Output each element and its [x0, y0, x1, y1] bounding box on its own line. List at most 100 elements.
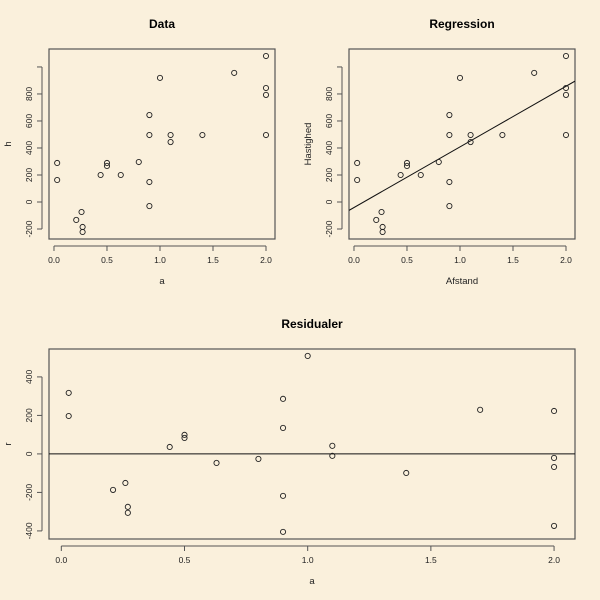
x-tick-label: 2.0 — [260, 255, 272, 265]
data-point — [467, 138, 474, 146]
data-point — [65, 412, 72, 420]
data-point — [213, 459, 220, 467]
data-point — [54, 159, 61, 167]
y-tick-label: 0 — [24, 199, 34, 204]
x-axis-label: Afstand — [446, 276, 478, 287]
data-point — [124, 509, 131, 516]
y-tick-label: -400 — [24, 522, 34, 539]
data-point — [329, 442, 336, 449]
data-point — [373, 216, 380, 224]
chart-title: Data — [149, 17, 175, 31]
y-axis-label: h — [3, 141, 14, 146]
data-point — [199, 131, 206, 139]
chart-title: Regression — [429, 17, 494, 31]
x-axis-label: a — [159, 276, 165, 287]
data-point — [304, 352, 311, 359]
x-tick-label: 0.5 — [401, 255, 413, 265]
data-point — [262, 84, 270, 92]
y-axis-label: Hastighed — [303, 123, 314, 166]
x-tick-label: 1.5 — [425, 555, 437, 565]
data-point — [181, 431, 188, 438]
y-tick-label: 600 — [324, 114, 334, 128]
data-point — [156, 74, 164, 81]
data-point — [446, 131, 453, 139]
plot-box — [348, 48, 576, 240]
x-tick-label: 1.0 — [302, 555, 314, 565]
data-point — [73, 216, 80, 224]
chart-title: Residualer — [281, 317, 343, 331]
x-tick-label: 0.5 — [101, 255, 113, 265]
data-point — [167, 131, 174, 139]
x-tick-label: 1.0 — [454, 255, 466, 265]
y-tick-label: -200 — [324, 220, 334, 237]
data-point — [262, 52, 270, 60]
data-point — [54, 176, 61, 184]
y-axis-label: r — [3, 442, 14, 445]
panel-data: Data a h 0.0 0.5 1.0 1.5 2.0 -200 0 200 400 600 800 — [3, 17, 276, 287]
data-point — [166, 443, 173, 451]
data-point — [122, 479, 129, 487]
data-point — [280, 492, 287, 499]
data-point — [551, 463, 558, 471]
y-tick-label: 0 — [324, 199, 334, 204]
x-tick-label: 0.0 — [48, 255, 60, 265]
data-point — [262, 131, 270, 139]
data-point — [378, 208, 385, 216]
data-point — [456, 74, 464, 81]
y-tick-label: 0 — [24, 451, 34, 456]
data-point — [403, 469, 410, 477]
data-point — [135, 158, 142, 166]
data-point — [117, 171, 124, 179]
data-point — [379, 223, 386, 231]
x-tick-label: 2.0 — [560, 255, 572, 265]
data-point — [146, 178, 153, 186]
panel-residualer: Residualer a r 0.0 0.5 1.0 1.5 2.0 -400 -200 0 200 4… — [3, 317, 576, 587]
data-point — [103, 159, 111, 167]
y-tick-label: 600 — [24, 114, 34, 128]
data-point — [231, 69, 238, 76]
data-point — [562, 91, 570, 98]
data-point — [403, 159, 411, 167]
data-point — [280, 424, 287, 431]
data-point — [262, 91, 270, 98]
data-point — [255, 455, 262, 462]
data-point — [280, 528, 287, 535]
data-point — [167, 138, 174, 146]
data-point — [499, 131, 506, 139]
y-tick-label: 800 — [24, 87, 34, 101]
data-point — [446, 203, 453, 210]
x-tick-label: 1.0 — [154, 255, 166, 265]
data-point — [403, 162, 411, 169]
plot-box — [48, 48, 276, 240]
data-point — [379, 228, 386, 236]
x-tick-label: 0.0 — [55, 555, 67, 565]
data-point — [329, 452, 336, 459]
y-tick-label: 200 — [24, 408, 34, 422]
data-point — [280, 395, 287, 402]
y-tick-label: 200 — [24, 168, 34, 182]
data-point — [397, 171, 404, 179]
data-point — [551, 407, 558, 415]
data-point — [146, 203, 153, 210]
data-point — [97, 171, 104, 179]
data-point — [477, 406, 484, 413]
data-point — [446, 178, 453, 186]
data-point — [551, 522, 558, 529]
data-point — [103, 162, 111, 169]
data-point — [65, 389, 72, 396]
y-tick-label: 200 — [324, 168, 334, 182]
plot-box — [48, 348, 576, 540]
data-point — [110, 486, 117, 493]
data-point — [146, 131, 153, 139]
data-point — [354, 159, 361, 167]
data-point — [124, 503, 131, 510]
y-tick-label: 400 — [24, 370, 34, 384]
data-point — [467, 131, 474, 139]
data-point — [146, 111, 153, 119]
x-axis-label: a — [309, 576, 315, 587]
x-tick-label: 0.0 — [348, 255, 360, 265]
y-tick-label: -200 — [24, 484, 34, 501]
data-point — [446, 111, 453, 119]
x-tick-label: 2.0 — [548, 555, 560, 565]
data-point — [354, 176, 361, 184]
